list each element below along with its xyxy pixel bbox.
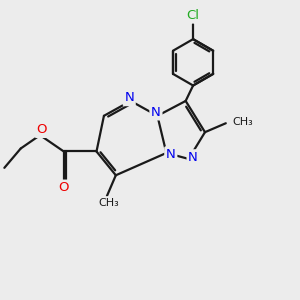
Text: N: N <box>166 148 176 161</box>
Text: N: N <box>188 151 198 164</box>
Text: CH₃: CH₃ <box>232 117 253 127</box>
Text: O: O <box>36 123 47 136</box>
Text: N: N <box>124 92 134 104</box>
Text: O: O <box>58 181 69 194</box>
Text: CH₃: CH₃ <box>98 198 119 208</box>
Text: N: N <box>151 106 161 119</box>
Text: Cl: Cl <box>187 9 200 22</box>
